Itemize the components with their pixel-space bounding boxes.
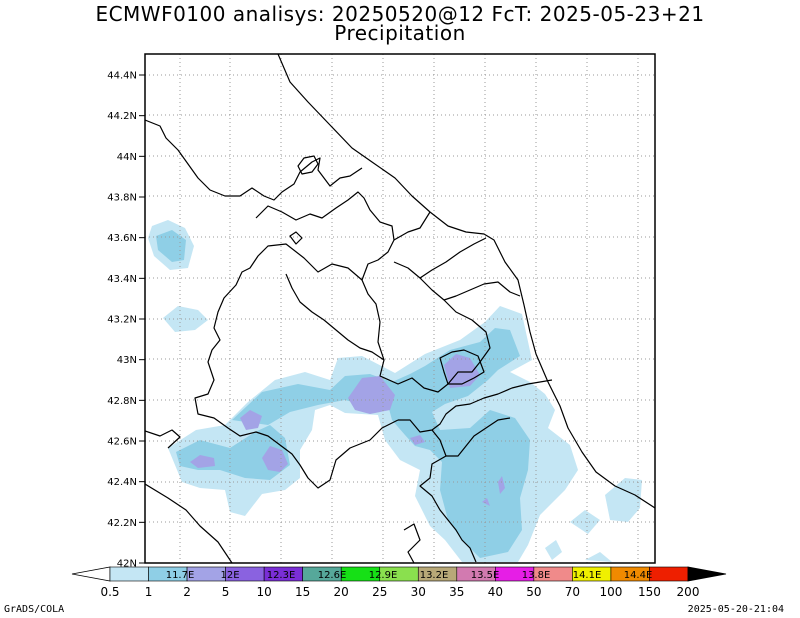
colorbar-level-label: 50 [526, 585, 541, 599]
lat-tick-label: 42.4N [107, 477, 137, 488]
lake-trasimeno-area [297, 155, 319, 175]
lat-tick-label: 43.4N [107, 274, 137, 285]
map-frame [144, 53, 656, 564]
lon-tick-label: 11.7E [166, 570, 195, 581]
province-border-rieti [446, 417, 511, 457]
lat-tick-label: 44.2N [107, 111, 137, 122]
region-border-umbria [361, 261, 491, 393]
colorbar-level-label: 200 [677, 585, 700, 599]
colorbar-level-label: 20 [334, 585, 349, 599]
precipitation-field [148, 220, 642, 562]
footer-credit: GrADS/COLA [4, 604, 65, 615]
lat-tick-label: 43.2N [107, 315, 137, 326]
colorbar-swatch [109, 566, 149, 582]
region-border-tuscany [194, 191, 399, 489]
map-boundaries [145, 54, 655, 563]
colorbar-level-label: 150 [638, 585, 661, 599]
lat-tick-label: 44.4N [107, 71, 137, 82]
lat-tick-label: 43.6N [107, 233, 137, 244]
lon-tick-label: 12.9E [369, 570, 398, 581]
lon-tick-label: 14.4E [624, 570, 653, 581]
lon-tick-label: 13.8E [522, 570, 551, 581]
lon-tick-label: 14.1E [573, 570, 602, 581]
lat-tick-label: 42.6N [107, 437, 137, 448]
lon-tick-label: 12.6E [318, 570, 347, 581]
lat-tick-label: 44N [117, 152, 137, 163]
colorbar-level-label: 70 [565, 585, 580, 599]
region-border-lazio [398, 379, 553, 433]
region-border-north [145, 119, 363, 201]
province-border-perugia [285, 273, 385, 361]
lat-tick-label: 42N [117, 559, 137, 570]
lat-tick-label: 42.8N [107, 396, 137, 407]
province-border-frosinone [403, 523, 421, 563]
lon-tick-label: 12E [220, 570, 239, 581]
province-border-terni [439, 349, 485, 385]
colorbar-level-label: 25 [372, 585, 387, 599]
colorbar-level-label: 35 [449, 585, 464, 599]
colorbar-level-label: 100 [599, 585, 622, 599]
latitude-axis: 44.4N 44.2N 44N 43.8N 43.6N 43.4N 43.2N 43N 42.8… [107, 71, 145, 570]
colorbar-level-label: 0.5 [100, 585, 119, 599]
lon-tick-label: 13.5E [471, 570, 500, 581]
lat-tick-label: 43.8N [107, 193, 137, 204]
colorbar-level-label: 15 [295, 585, 310, 599]
footer-timestamp: 2025-05-20-21:04 [687, 604, 784, 615]
colorbar-over-arrow [687, 566, 727, 582]
colorbar-level-label: 40 [488, 585, 503, 599]
region-border-marche [393, 211, 521, 301]
colorbar-level-label: 1 [145, 585, 153, 599]
map-grid [145, 54, 655, 563]
colorbar-level-label: 5 [222, 585, 230, 599]
colorbar-level-label: 2 [183, 585, 191, 599]
lon-tick-label: 13.2E [420, 570, 449, 581]
colorbar-level-label: 10 [256, 585, 271, 599]
lat-tick-label: 42.2N [107, 518, 137, 529]
lat-tick-label: 43N [117, 355, 137, 366]
colorbar-under-arrow [71, 566, 111, 582]
lon-tick-label: 12.3E [267, 570, 296, 581]
colorbar-swatch [649, 566, 689, 582]
tyrrhenian-coastline-south [145, 483, 233, 563]
colorbar-level-label: 30 [411, 585, 426, 599]
chart-subtitle: Precipitation [334, 21, 466, 45]
chart-title: ECMWF0100 analisys: 20250520@12 FcT: 202… [95, 2, 705, 26]
province-border-rimini [289, 231, 303, 245]
adriatic-coastline [277, 54, 655, 509]
tyrrhenian-coastline [145, 429, 181, 449]
